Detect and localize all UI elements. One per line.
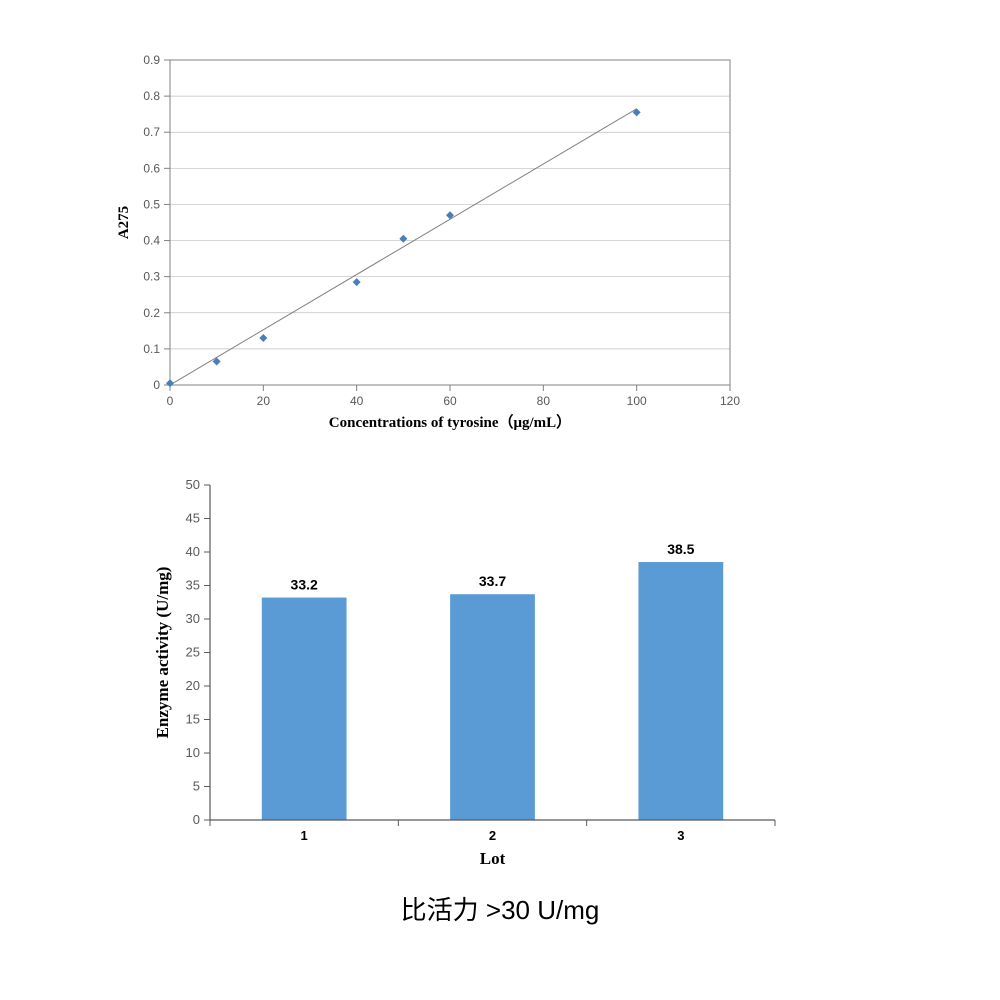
svg-text:0: 0: [193, 812, 200, 827]
svg-text:45: 45: [186, 511, 200, 526]
svg-text:2: 2: [489, 828, 496, 843]
svg-text:3: 3: [677, 828, 684, 843]
svg-text:1: 1: [301, 828, 308, 843]
svg-text:20: 20: [186, 678, 200, 693]
svg-text:Lot: Lot: [480, 849, 506, 868]
svg-text:33.2: 33.2: [291, 577, 318, 593]
bar-chart: 0 5 10 15 20 25 30 35 40 45 50 33.2 1 33.7 2 38.5 3 Lot En…: [0, 0, 1000, 880]
svg-text:33.7: 33.7: [479, 573, 506, 589]
svg-text:15: 15: [186, 712, 200, 727]
svg-text:5: 5: [193, 779, 200, 794]
caption-text: 比活力 >30 U/mg: [0, 890, 1000, 927]
svg-text:10: 10: [186, 745, 200, 760]
svg-text:Enzyme activity (U/mg): Enzyme activity (U/mg): [153, 567, 172, 739]
svg-text:25: 25: [186, 645, 200, 660]
svg-text:40: 40: [186, 544, 200, 559]
svg-text:38.5: 38.5: [667, 541, 694, 557]
svg-text:35: 35: [186, 578, 200, 593]
svg-text:30: 30: [186, 611, 200, 626]
svg-text:50: 50: [186, 477, 200, 492]
